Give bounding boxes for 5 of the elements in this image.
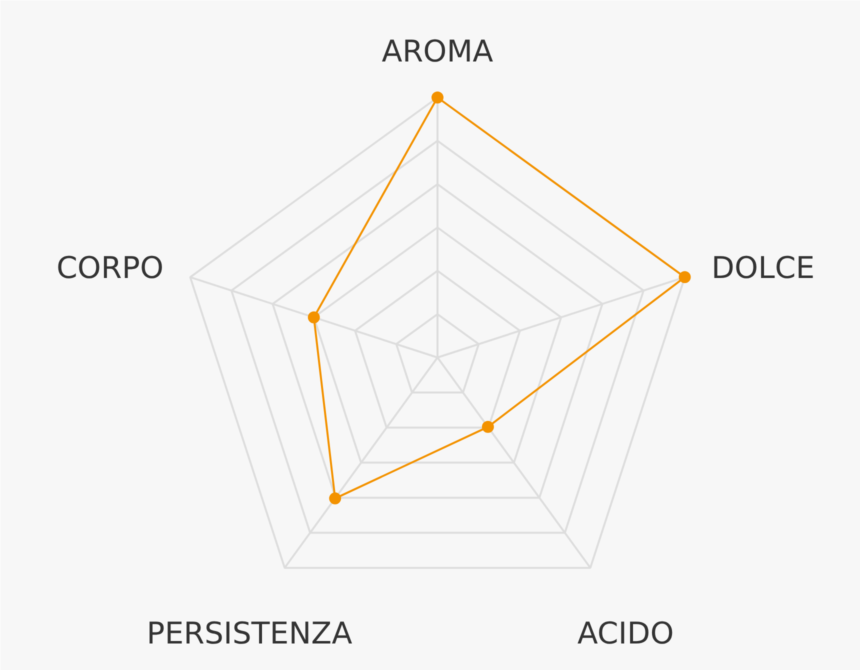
spoke-label: ACIDO [577, 616, 674, 652]
spoke-label: DOLCE [711, 251, 815, 286]
spoke-label: PERSISTENZA [146, 616, 353, 652]
spoke-label: AROMA [382, 34, 494, 70]
spoke-label: CORPO [56, 251, 164, 286]
